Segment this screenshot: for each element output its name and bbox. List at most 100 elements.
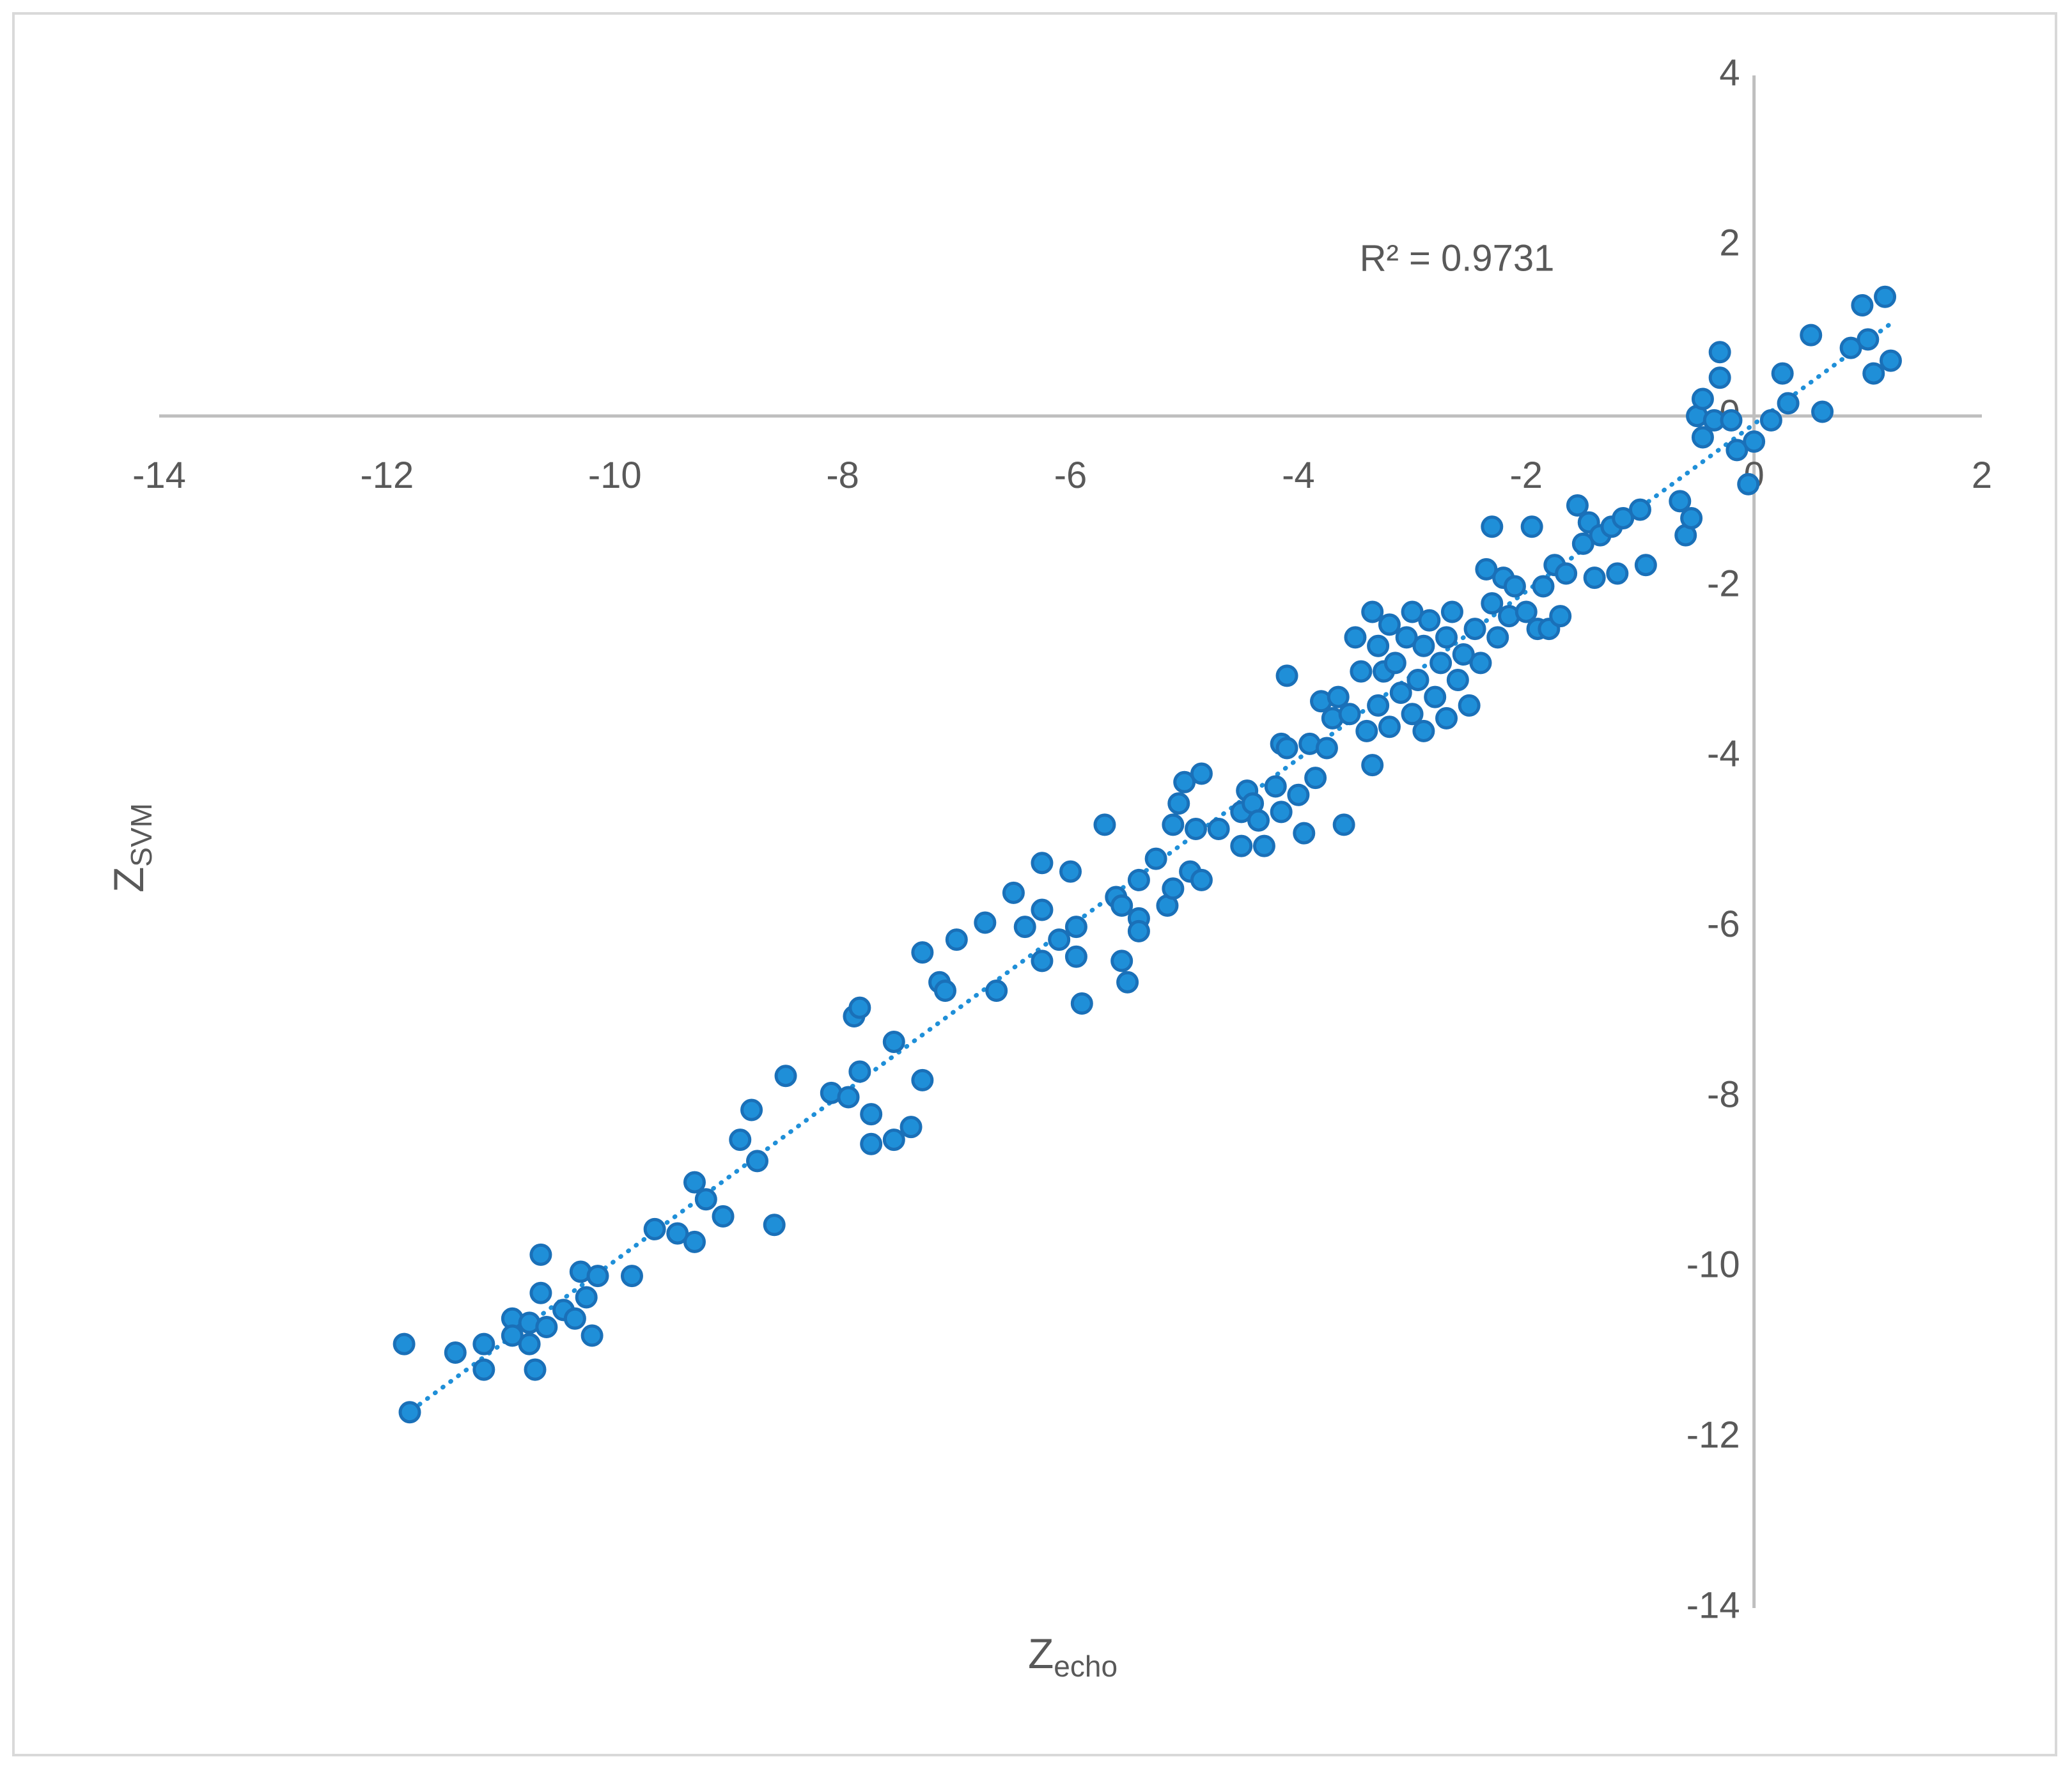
scatter-point (860, 1103, 883, 1126)
scatter-point (1862, 362, 1885, 385)
scatter-point (974, 911, 997, 934)
scatter-point (1247, 809, 1270, 832)
scatter-point (501, 1324, 524, 1347)
scatter-point (1378, 613, 1401, 636)
scatter-point (1874, 285, 1897, 308)
scatter-point (1469, 652, 1492, 675)
scatter-point (1458, 694, 1481, 717)
scatter-point (1720, 409, 1743, 432)
scatter-point (1857, 328, 1880, 351)
scatter-point (1583, 566, 1606, 590)
scatter-point (529, 1243, 552, 1266)
scatter-point (1315, 737, 1338, 760)
scatter-point (911, 1068, 934, 1091)
scatter-point (911, 941, 934, 964)
scatter-point (535, 1316, 558, 1339)
scatter-point (472, 1358, 495, 1381)
scatter-point (1435, 626, 1458, 649)
scatter-point (575, 1286, 598, 1309)
scatter-point (1355, 719, 1378, 742)
x-tick-label: -4 (1282, 455, 1315, 496)
scatter-point (900, 1116, 923, 1139)
y-tick-label: 2 (1719, 223, 1740, 264)
scatter-point (1606, 562, 1629, 585)
scatter-point (1634, 554, 1657, 577)
scatter-point (1275, 664, 1298, 687)
scatter-point (586, 1265, 609, 1288)
scatter-point (1127, 919, 1150, 942)
chart-frame (12, 12, 2057, 1756)
scatter-point (1669, 490, 1692, 513)
scatter-point (774, 1065, 797, 1088)
scatter-point (1395, 626, 1418, 649)
scatter-point (1452, 643, 1475, 666)
scatter-point (1207, 818, 1230, 841)
scatter-point (1190, 868, 1213, 891)
scatter-point (1252, 834, 1275, 857)
scatter-point (1811, 400, 1834, 423)
scatter-point (1412, 719, 1435, 742)
scatter-point (1503, 575, 1526, 598)
scatter-point (1116, 971, 1139, 994)
scatter-point (1059, 860, 1082, 883)
scatter-point (1708, 341, 1731, 364)
scatter-point (683, 1230, 706, 1253)
scatter-point (1515, 600, 1538, 623)
scatter-point (1612, 506, 1635, 529)
scatter-point (1275, 737, 1298, 760)
scatter-point (1566, 494, 1589, 517)
scatter-point (1401, 600, 1424, 623)
scatter-point (1435, 707, 1458, 730)
scatter-point (1093, 813, 1116, 836)
scatter-point (933, 980, 956, 1003)
scatter-point (882, 1030, 905, 1053)
scatter-point (518, 1332, 541, 1355)
scatter-point (1070, 992, 1093, 1015)
scatter-point (666, 1222, 689, 1245)
x-axis-label: Zecho (1028, 1630, 1118, 1683)
x-tick-label: -8 (826, 455, 859, 496)
scatter-point (1771, 362, 1794, 385)
scatter-point (529, 1281, 552, 1304)
scatter-point (1287, 783, 1310, 806)
scatter-point (1680, 506, 1703, 529)
scatter-point (1013, 916, 1036, 939)
scatter-point (1162, 813, 1185, 836)
scatter-point (563, 1307, 586, 1330)
scatter-point (694, 1188, 717, 1211)
scatter-point (848, 1060, 871, 1083)
scatter-point (1173, 770, 1196, 793)
scatter-point (1110, 949, 1133, 972)
scatter-point (1127, 868, 1150, 891)
scatter-point (837, 1086, 860, 1109)
y-tick-label: -12 (1686, 1414, 1740, 1456)
y-tick-label: -10 (1686, 1244, 1740, 1286)
x-tick-label: 2 (1972, 455, 1992, 496)
scatter-point (860, 1132, 883, 1155)
scatter-point (1031, 949, 1054, 972)
scatter-point (1691, 387, 1714, 410)
scatter-point (740, 1098, 763, 1121)
scatter-point (1839, 336, 1862, 359)
scatter-point (1031, 852, 1054, 875)
scatter-point (1389, 681, 1412, 704)
scatter-point (1759, 409, 1782, 432)
scatter-point (1463, 618, 1486, 641)
scatter-point (848, 996, 871, 1019)
scatter-point (1293, 822, 1316, 845)
scatter-point (882, 1129, 905, 1152)
scatter-point (1344, 626, 1367, 649)
scatter-point (1270, 801, 1293, 824)
scatter-point (729, 1129, 752, 1152)
x-tick-label: -6 (1054, 455, 1087, 496)
scatter-point (745, 1150, 768, 1173)
scatter-point (1737, 473, 1760, 496)
x-tick-label: -12 (360, 455, 414, 496)
y-tick-label: 4 (1719, 52, 1740, 93)
scatter-point (1777, 392, 1800, 415)
x-label-sub: echo (1054, 1650, 1118, 1683)
y-tick-label: -4 (1707, 733, 1740, 775)
scatter-point (1383, 652, 1406, 675)
scatter-point (683, 1171, 706, 1194)
